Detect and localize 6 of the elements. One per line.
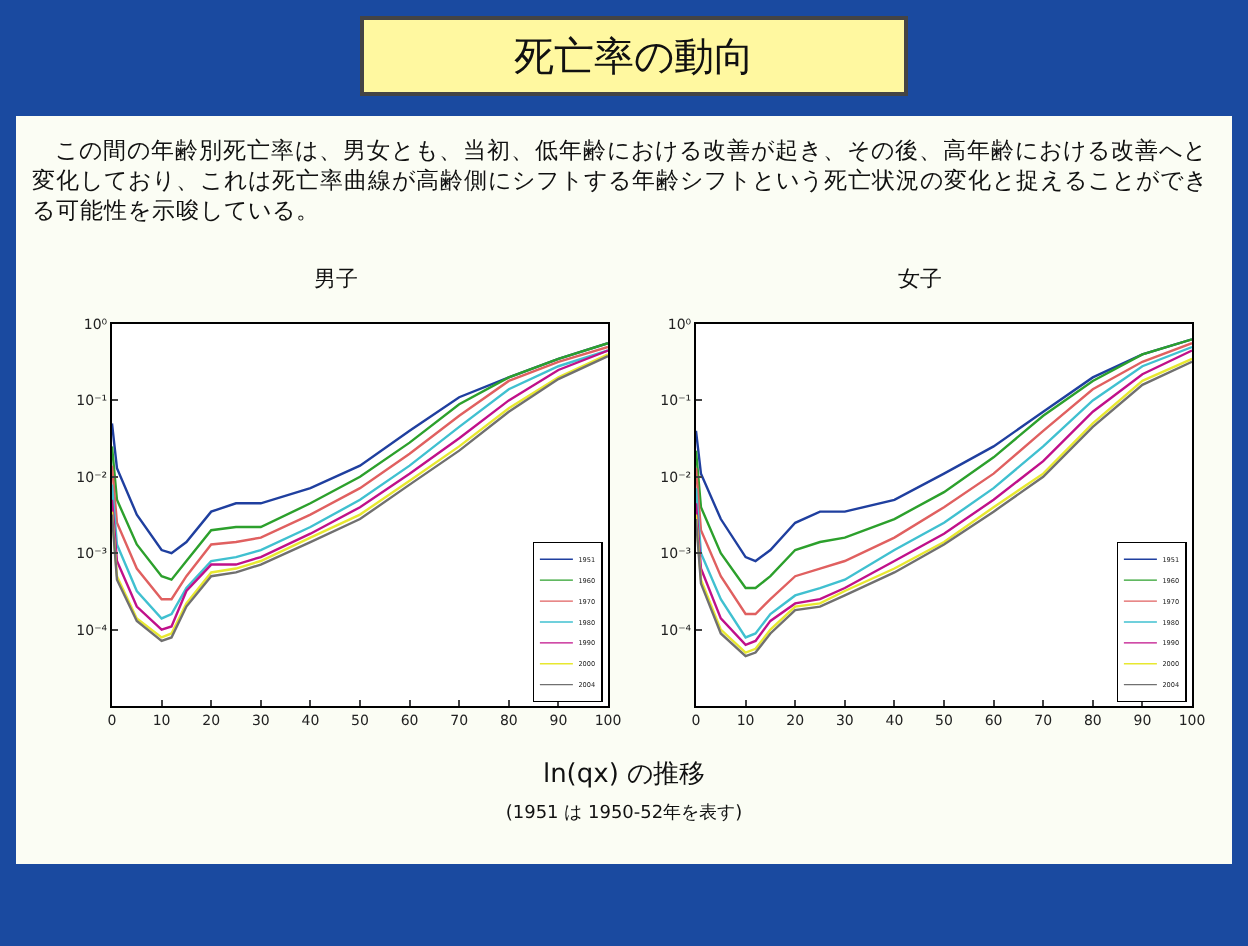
chart-title: 男子	[314, 266, 358, 293]
text: (1951 は 1950-52年を表す)	[503, 801, 745, 826]
text: ln(qx) の推移	[540, 758, 708, 792]
text: この間の年齢別死亡率は、男女とも、当初、低年齢における改善が起き、その後、高年齢における改善へと変化しており、これは死亡率曲線が高齢側にシフトする年齢シフトという死亡状況の変化と捉えることができる可能性を示唆している。	[32, 136, 1210, 226]
text: 死亡率の動向	[360, 16, 908, 96]
chart-title: 女子	[898, 266, 942, 293]
